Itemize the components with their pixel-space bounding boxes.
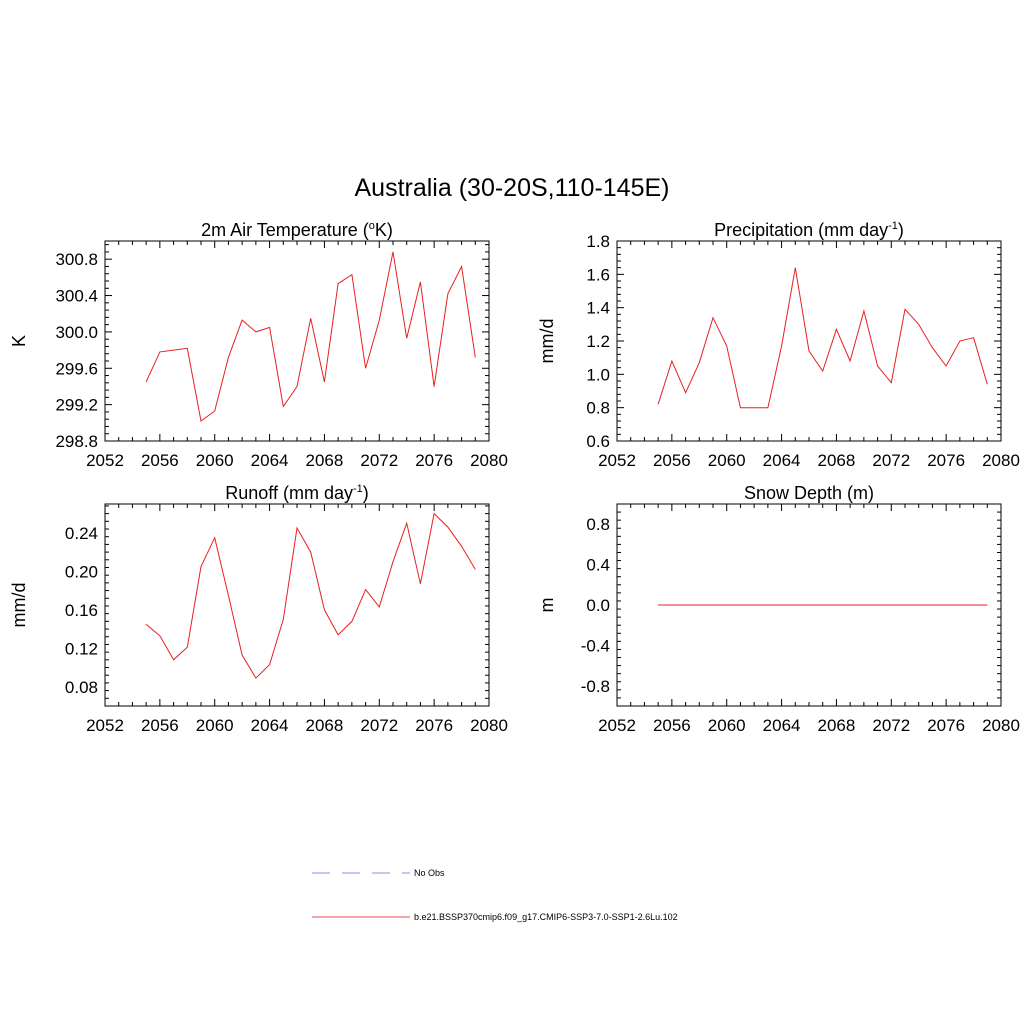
panel-precipitation: Precipitation (mm day-1) 2052 2056 2060 2064… bbox=[537, 220, 1020, 470]
panel-1-ytick-label: 1.4 bbox=[586, 299, 610, 318]
panel-2-xtick-label: 2064 bbox=[251, 716, 289, 735]
panel-1-title-sup: -1 bbox=[888, 220, 898, 232]
panel-0-ytick-label: 298.8 bbox=[55, 432, 98, 451]
panel-2-ytick-label: 0.24 bbox=[65, 524, 98, 543]
panel-1-xtick-label: 2072 bbox=[872, 451, 910, 470]
panel-0-xtick-label: 2080 bbox=[470, 451, 508, 470]
legend-obs-label: No Obs bbox=[414, 868, 445, 878]
panel-2-ylabel: mm/d bbox=[9, 583, 29, 628]
panel-1-ytick-label: 1.6 bbox=[586, 265, 610, 284]
panel-0-xtick-label: 2076 bbox=[415, 451, 453, 470]
panel-3-ytick-label: 0.8 bbox=[586, 515, 610, 534]
panel-3-xtick-label: 2060 bbox=[708, 716, 746, 735]
panel-2-xtick-label: 2068 bbox=[306, 716, 344, 735]
panel-2-xtick-label: 2056 bbox=[141, 716, 179, 735]
legend: No Obs b.e21.BSSP370cmip6.f09_g17.CMIP6-… bbox=[312, 868, 678, 922]
panel-1-title-text: Precipitation (mm day bbox=[714, 220, 888, 240]
panel-3-xtick-label: 2064 bbox=[763, 716, 801, 735]
panel-3-ytick-label: -0.8 bbox=[581, 677, 610, 696]
panel-0-title-sup: o bbox=[369, 220, 375, 232]
panel-1-xtick-label: 2060 bbox=[708, 451, 746, 470]
panel-0-ytick-label: 299.2 bbox=[55, 396, 98, 415]
panel-1-xtick-label: 2076 bbox=[927, 451, 965, 470]
panel-2-title: Runoff (mm day-1) bbox=[225, 483, 369, 503]
panel-0-title-suffix: K) bbox=[375, 220, 393, 240]
panel-1-ytick-label: 1.0 bbox=[586, 365, 610, 384]
legend-model-label: b.e21.BSSP370cmip6.f09_g17.CMIP6-SSP3-7.… bbox=[414, 912, 678, 922]
panel-2-ytick-label: 0.20 bbox=[65, 562, 98, 581]
panel-0-title: 2m Air Temperature (oK) bbox=[201, 220, 393, 240]
panel-2-xtick-label: 2080 bbox=[470, 716, 508, 735]
panel-2-title-text: Runoff (mm day bbox=[225, 483, 353, 503]
panel-3-title-text: Snow Depth (m) bbox=[744, 483, 874, 503]
panel-1-xtick-label: 2068 bbox=[818, 451, 856, 470]
panel-1-title: Precipitation (mm day-1) bbox=[714, 220, 904, 240]
panel-1-ytick-label: 0.6 bbox=[586, 432, 610, 451]
panel-1-xtick-label: 2056 bbox=[653, 451, 691, 470]
panel-1-series-line bbox=[657, 267, 988, 409]
panel-1-ytick-label: 1.8 bbox=[586, 232, 610, 251]
panel-2-series-line bbox=[145, 512, 476, 679]
panel-1-ylabel: mm/d bbox=[537, 319, 557, 364]
panel-0-xtick-label: 2060 bbox=[196, 451, 234, 470]
panel-0-frame bbox=[104, 240, 490, 442]
panel-2-frame bbox=[104, 503, 490, 707]
panel-2-ytick-label: 0.16 bbox=[65, 601, 98, 620]
panel-3-ylabel: m bbox=[537, 598, 557, 613]
panel-3-ytick-label: -0.4 bbox=[581, 636, 610, 655]
panel-2-xtick-label: 2076 bbox=[415, 716, 453, 735]
panel-1-xtick-label: 2052 bbox=[598, 451, 636, 470]
panel-3-xtick-label: 2072 bbox=[872, 716, 910, 735]
panel-0-xtick-label: 2068 bbox=[306, 451, 344, 470]
panel-3-xtick-label: 2056 bbox=[653, 716, 691, 735]
panel-3-title: Snow Depth (m) bbox=[744, 483, 874, 503]
panel-0-xtick-label: 2052 bbox=[86, 451, 124, 470]
panel-3-xtick-label: 2080 bbox=[982, 716, 1020, 735]
panel-3-ytick-label: 0.4 bbox=[586, 556, 610, 575]
panel-1-ytick-label: 0.8 bbox=[586, 399, 610, 418]
panel-2-ytick-label: 0.12 bbox=[65, 639, 98, 658]
panel-0-ytick-label: 300.4 bbox=[55, 287, 98, 306]
panel-3-xtick-label: 2068 bbox=[818, 716, 856, 735]
panel-1-ytick-label: 1.2 bbox=[586, 332, 610, 351]
panel-0-xtick-label: 2072 bbox=[360, 451, 398, 470]
panel-3-xtick-label: 2076 bbox=[927, 716, 965, 735]
panel-3-xtick-label: 2052 bbox=[598, 716, 636, 735]
panel-2-xtick-label: 2060 bbox=[196, 716, 234, 735]
panel-0-xtick-label: 2056 bbox=[141, 451, 179, 470]
panel-1-frame bbox=[616, 240, 1002, 442]
panel-3-ytick-label: 0.0 bbox=[586, 596, 610, 615]
panel-1-xtick-label: 2064 bbox=[763, 451, 801, 470]
panel-snow-depth: Snow Depth (m) 2052 2056 2060 2064 2068 2072 20… bbox=[537, 483, 1020, 735]
panel-0-ytick-label: 300.0 bbox=[55, 323, 98, 342]
panel-0-xtick-label: 2064 bbox=[251, 451, 289, 470]
panel-0-ytick-label: 300.8 bbox=[55, 250, 98, 269]
panel-0-ylabel: K bbox=[9, 335, 29, 347]
panel-2-title-sup: -1 bbox=[353, 483, 363, 495]
main-title: Australia (30-20S,110-145E) bbox=[355, 174, 670, 202]
panel-1-xtick-label: 2080 bbox=[982, 451, 1020, 470]
panel-0-title-text: 2m Air Temperature ( bbox=[201, 220, 369, 240]
panel-2-xtick-label: 2052 bbox=[86, 716, 124, 735]
panel-2-xtick-label: 2072 bbox=[360, 716, 398, 735]
panel-0-series-line bbox=[145, 251, 476, 422]
panel-1-title-suffix: ) bbox=[898, 220, 904, 240]
panel-0-ytick-label: 299.6 bbox=[55, 359, 98, 378]
panel-runoff: Runoff (mm day-1) 2052 2056 2060 2064 2068 207… bbox=[9, 483, 508, 735]
panel-2-ytick-label: 0.08 bbox=[65, 678, 98, 697]
panel-air-temperature: 2m Air Temperature (oK) 2052 2056 2060 2064 2… bbox=[9, 220, 508, 470]
panel-2-title-suffix: ) bbox=[363, 483, 369, 503]
